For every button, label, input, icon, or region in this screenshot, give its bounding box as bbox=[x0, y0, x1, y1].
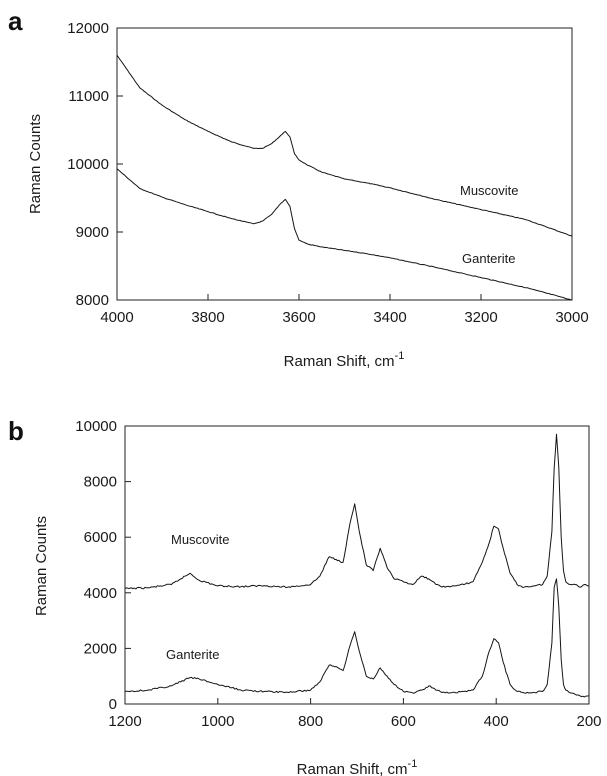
panel-a-xtick-label: 4000 bbox=[100, 309, 133, 326]
panel-b-ytick-label: 8000 bbox=[84, 474, 117, 491]
panel-b-label-muscovite: Muscovite bbox=[171, 532, 230, 547]
panel-a-ytick-label: 8000 bbox=[76, 292, 109, 309]
panel-a-xtick-label: 3600 bbox=[282, 309, 315, 326]
panel-b-ytick-label: 10000 bbox=[75, 418, 117, 435]
panel-a-ytick-label: 9000 bbox=[76, 224, 109, 241]
panel-b-xtick-label: 400 bbox=[484, 713, 509, 730]
panel-b-ytick-label: 6000 bbox=[84, 529, 117, 546]
panel-a-ytick-label: 10000 bbox=[67, 156, 109, 173]
panel-a-xtick-label: 3800 bbox=[191, 309, 224, 326]
panel-b-xtick-label: 200 bbox=[576, 713, 601, 730]
panel-a-xlabel: Raman Shift, cm-1 bbox=[284, 350, 405, 370]
panel-a-label-ganterite: Ganterite bbox=[462, 251, 515, 266]
panel-b-series-ganterite bbox=[125, 579, 589, 697]
panel-b-ytick-label: 0 bbox=[109, 696, 117, 713]
panel-b-xtick-label: 600 bbox=[391, 713, 416, 730]
panel-a-xtick-label: 3000 bbox=[555, 309, 588, 326]
panel-b-plot-frame bbox=[125, 426, 589, 704]
panel-a-xtick-label: 3400 bbox=[373, 309, 406, 326]
panel-b-ticks: 1200100080060040020002000400060008000100… bbox=[75, 418, 601, 730]
panel-b-ytick-label: 2000 bbox=[84, 640, 117, 657]
panel-b-xtick-label: 800 bbox=[298, 713, 323, 730]
panel-a-chart: a Raman Counts Raman Shift, cm-1 4000 380… bbox=[8, 6, 589, 370]
panel-b-ytick-label: 4000 bbox=[84, 585, 117, 602]
panel-b-chart: b Raman Counts Raman Shift, cm-1 1200 100… bbox=[8, 416, 602, 776]
panel-b-xlabel: Raman Shift, cm-1 bbox=[297, 758, 418, 776]
panel-a-ylabel: Raman Counts bbox=[27, 114, 44, 214]
panel-a-ticks: 4000 3800 3600 3400 3200 3000 8000 9000 10000 110… bbox=[67, 20, 588, 326]
panel-b-xtick-label: 1200 bbox=[108, 713, 141, 730]
panel-b-label-ganterite: Ganterite bbox=[166, 647, 219, 662]
panel-b-xtick-label: 1000 bbox=[201, 713, 234, 730]
panel-a-ytick-label: 11000 bbox=[68, 88, 109, 105]
panel-a-ytick-label: 12000 bbox=[67, 20, 109, 37]
panel-b-series-muscovite bbox=[125, 434, 589, 589]
panel-a-series-muscovite bbox=[117, 55, 572, 236]
panel-a-label-muscovite: Muscovite bbox=[460, 183, 519, 198]
panel-a-letter: a bbox=[8, 6, 23, 36]
panel-b-letter: b bbox=[8, 416, 24, 446]
panel-a-xtick-label: 3200 bbox=[464, 309, 497, 326]
panel-b-ylabel: Raman Counts bbox=[33, 516, 50, 616]
